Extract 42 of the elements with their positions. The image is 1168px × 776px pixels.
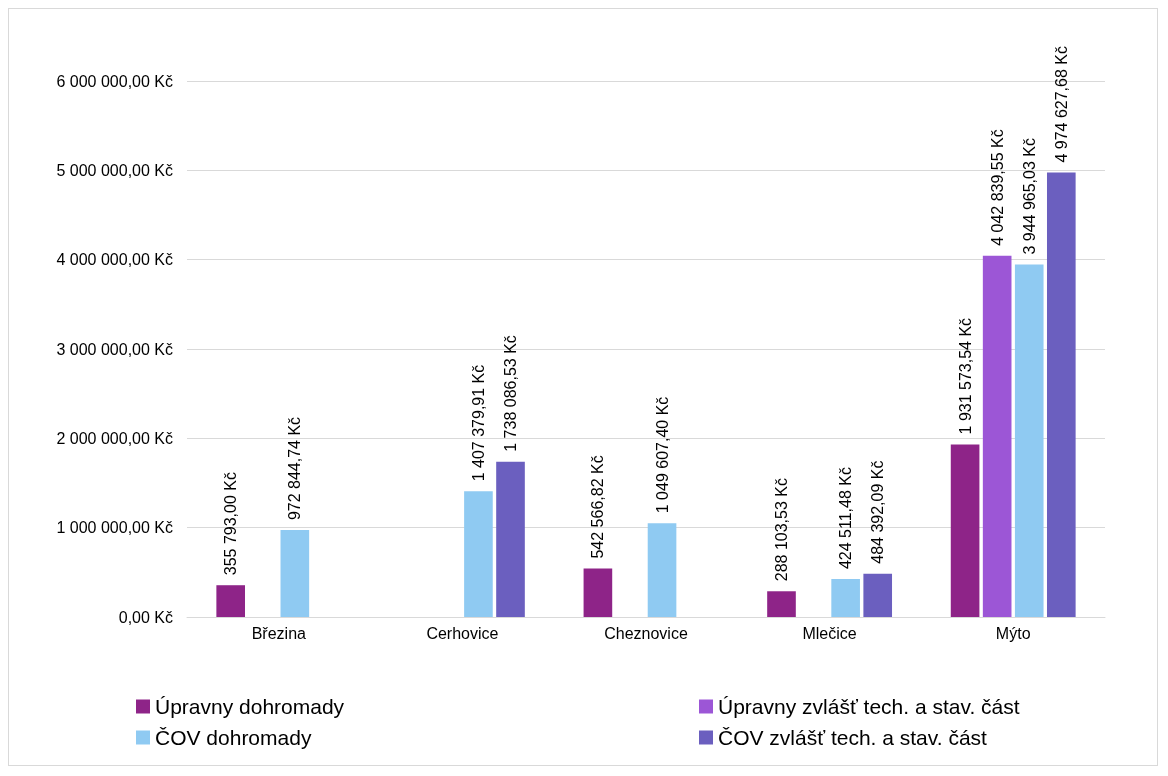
y-tick-label: 1 000 000,00 Kč <box>56 519 173 537</box>
x-tick-label: Březina <box>251 624 307 642</box>
bar <box>950 444 980 617</box>
legend-label: ČOV dohromady <box>155 726 312 749</box>
data-label: 1 738 086,53 Kč <box>502 335 520 452</box>
legend-label: Úpravny zvlášť tech. a stav. část <box>718 695 1020 718</box>
data-label: 542 566,82 Kč <box>589 455 607 559</box>
legend-label: ČOV zvlášť tech. a stav. část <box>718 726 988 749</box>
data-label: 3 944 965,03 Kč <box>1020 138 1038 255</box>
data-label: 355 793,00 Kč <box>222 472 240 576</box>
bar <box>863 573 893 617</box>
x-tick-label: Cerhovice <box>426 624 499 642</box>
bar <box>583 568 613 617</box>
y-tick-label: 5 000 000,00 Kč <box>56 161 173 179</box>
y-tick-label: 0,00 Kč <box>118 608 173 626</box>
bar <box>1014 264 1044 617</box>
bar <box>280 530 310 617</box>
data-label: 424 511,48 Kč <box>837 467 855 570</box>
data-label: 4 974 627,68 Kč <box>1052 46 1070 163</box>
bar <box>831 579 860 617</box>
y-tick-label: 6 000 000,00 Kč <box>56 72 173 90</box>
bar <box>647 523 677 617</box>
legend-label: Úpravny dohromady <box>155 695 345 718</box>
data-label: 972 844,74 Kč <box>286 416 304 521</box>
bar <box>216 585 246 617</box>
bar <box>496 461 525 617</box>
data-label: 484 392,09 Kč <box>869 460 887 564</box>
x-tick-label: Cheznovice <box>604 624 688 642</box>
y-tick-label: 4 000 000,00 Kč <box>56 251 173 269</box>
data-label: 288 103,53 Kč <box>772 478 790 582</box>
x-tick-label: Mlečice <box>802 624 857 642</box>
bar <box>1046 172 1076 617</box>
data-label: 1 931 573,54 Kč <box>956 317 974 435</box>
bar <box>767 591 796 617</box>
y-tick-label: 2 000 000,00 Kč <box>56 429 173 447</box>
bar <box>982 255 1012 617</box>
x-tick-label: Mýto <box>995 624 1031 642</box>
bar <box>464 491 493 617</box>
data-label: 4 042 839,55 Kč <box>988 129 1006 246</box>
y-tick-label: 3 000 000,00 Kč <box>56 340 173 358</box>
data-label: 1 407 379,91 Kč <box>469 364 487 482</box>
data-label: 1 049 607,40 Kč <box>653 396 671 514</box>
